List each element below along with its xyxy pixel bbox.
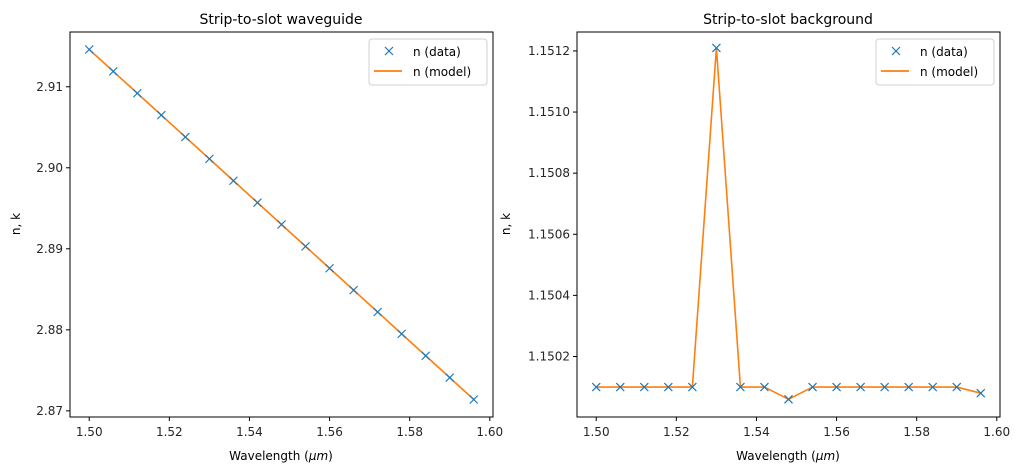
- data-point-n-data: [229, 176, 238, 186]
- y-tick-label: 1.1506: [528, 227, 570, 241]
- x-tick-label: 1.52: [663, 425, 690, 439]
- x-axis-label-unit: μm: [308, 449, 328, 463]
- data-point-n-data: [132, 88, 142, 98]
- plot-area: [591, 43, 986, 404]
- y-tick-label: 1.1502: [528, 350, 570, 364]
- y-tick-label: 2.88: [36, 323, 63, 337]
- axes-frame: [69, 31, 494, 418]
- data-point-n-data: [277, 220, 286, 229]
- data-point-n-data: [928, 382, 938, 392]
- x-axis-label-text: Wavelength (: [229, 449, 309, 463]
- x-tick-label: 1.50: [583, 425, 610, 439]
- x-tick-label: 1.52: [156, 425, 183, 439]
- data-point-n-data: [760, 382, 769, 392]
- y-tick-label: 2.91: [36, 80, 63, 94]
- legend: n (data) n (model): [368, 38, 488, 86]
- legend-marker-data: [891, 46, 901, 56]
- legend-label-model: n (model): [413, 65, 471, 79]
- y-tick-label: 1.1510: [528, 105, 570, 119]
- legend-label-model: n (model): [920, 65, 978, 79]
- chart-title: Strip-to-slot background: [703, 12, 873, 28]
- axes-frame: [576, 31, 1001, 418]
- y-axis: 1.1502 1.1504 1.1506 1.1508 1.1510 1.1512: [528, 44, 577, 364]
- x-tick-label: 1.60: [476, 425, 503, 439]
- x-axis-label-close: ): [328, 449, 333, 463]
- legend-box: [368, 38, 488, 86]
- x-axis: 1.50 1.52 1.54 1.56 1.58 1.60: [583, 417, 1010, 439]
- data-point-n-data: [784, 394, 793, 404]
- y-tick-label: 2.87: [36, 404, 63, 418]
- x-axis-label-close: ): [835, 449, 840, 463]
- data-point-n-data: [687, 382, 697, 392]
- data-point-n-data: [108, 66, 118, 76]
- data-point-n-data: [253, 198, 262, 208]
- y-tick-label: 2.89: [36, 242, 63, 256]
- x-axis-label: Wavelength (μm): [736, 449, 840, 463]
- data-point-n-data: [421, 351, 431, 361]
- data-point-n-data: [301, 241, 310, 251]
- x-tick-label: 1.54: [236, 425, 263, 439]
- data-point-n-data: [373, 307, 383, 317]
- data-point-n-data: [711, 43, 721, 53]
- y-tick-label: 1.1512: [528, 44, 570, 58]
- data-point-n-data: [84, 45, 94, 54]
- x-axis-label-unit: μm: [815, 449, 835, 463]
- series-line-n-model: [596, 47, 981, 401]
- data-point-n-data: [397, 329, 407, 339]
- chart-title: Strip-to-slot waveguide: [199, 12, 362, 28]
- x-tick-label: 1.60: [983, 425, 1010, 439]
- legend-marker-data: [384, 46, 394, 56]
- x-tick-label: 1.58: [903, 425, 930, 439]
- x-tick-label: 1.54: [743, 425, 770, 439]
- data-point-n-data: [469, 395, 479, 404]
- data-point-n-data: [615, 382, 625, 392]
- data-point-n-data: [204, 154, 214, 164]
- data-point-n-data: [639, 382, 649, 392]
- y-axis-label: n, k: [9, 213, 23, 235]
- y-tick-label: 1.1504: [528, 288, 570, 302]
- data-point-n-data: [952, 382, 962, 392]
- data-point-n-data: [663, 382, 673, 392]
- y-tick-label: 1.1508: [528, 166, 570, 180]
- data-point-n-data: [976, 388, 986, 398]
- x-axis-label-text: Wavelength (: [736, 449, 816, 463]
- y-tick-label: 2.90: [36, 161, 63, 175]
- data-point-n-data: [445, 373, 455, 383]
- x-tick-label: 1.56: [316, 425, 343, 439]
- data-point-n-data: [880, 382, 890, 392]
- y-axis-label: n, k: [499, 213, 513, 235]
- data-point-n-data: [591, 382, 601, 392]
- data-point-n-data: [156, 110, 166, 120]
- chart-strip-to-slot-background: Strip-to-slot background 1.50 1.52 1.54 1.5…: [499, 12, 1010, 463]
- chart-strip-to-slot-waveguide: Strip-to-slot waveguide 1.50 1.52 1.54 1.56…: [9, 12, 503, 463]
- y-axis: 2.87 2.88 2.89 2.90 2.91: [36, 80, 70, 418]
- data-point-n-data: [832, 382, 841, 392]
- x-axis-label: Wavelength (μm): [229, 449, 333, 463]
- data-point-n-data: [325, 263, 334, 273]
- legend-label-data: n (data): [920, 45, 968, 59]
- data-point-n-data: [808, 382, 817, 392]
- data-point-n-data: [904, 382, 914, 392]
- data-point-n-data: [736, 382, 745, 392]
- plot-area: [84, 45, 479, 404]
- data-point-n-data: [180, 132, 190, 142]
- x-axis: 1.50 1.52 1.54 1.56 1.58 1.60: [76, 417, 503, 439]
- x-tick-label: 1.56: [823, 425, 850, 439]
- legend-box: [875, 38, 995, 86]
- x-tick-label: 1.50: [76, 425, 103, 439]
- data-point-n-data: [349, 285, 359, 295]
- data-point-n-data: [856, 382, 866, 392]
- x-tick-label: 1.58: [396, 425, 423, 439]
- legend-label-data: n (data): [413, 45, 461, 59]
- legend: n (data) n (model): [875, 38, 995, 86]
